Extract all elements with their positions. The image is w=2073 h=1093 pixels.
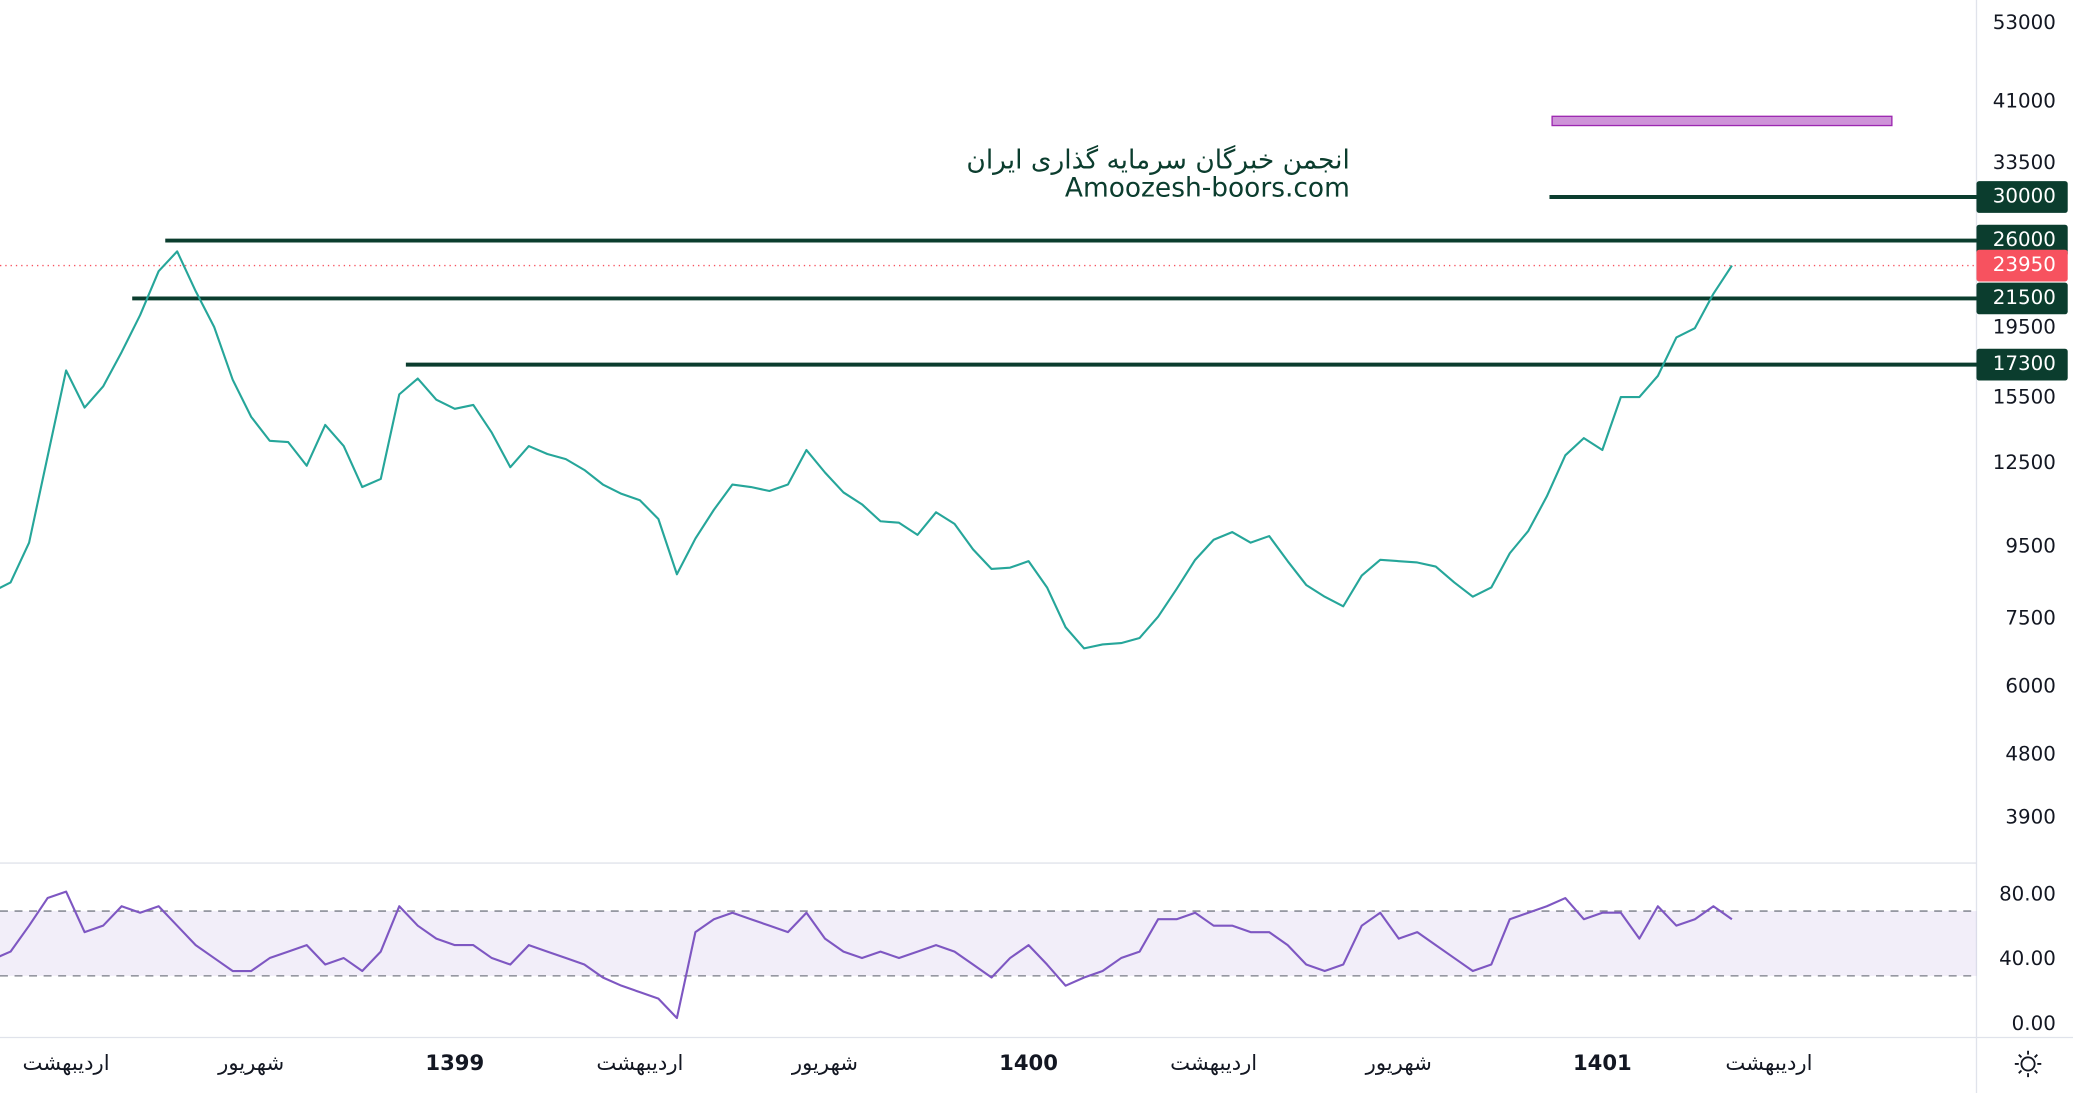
x-tick-label: 1399 xyxy=(425,1050,484,1075)
watermark-text: انجمن خبرگان سرمایه گذاری ایران xyxy=(966,145,1349,176)
watermark-text: Amoozesh-boors.com xyxy=(1065,172,1350,203)
x-tick-label: اردیبهشت xyxy=(23,1050,110,1075)
last-price-box xyxy=(1976,249,2068,282)
level-label: 17300 xyxy=(1993,352,2056,375)
y-tick-label: 53000 xyxy=(1993,11,2056,34)
level-label: 30000 xyxy=(1993,185,2056,208)
y-tick-label: 4800 xyxy=(2005,742,2055,765)
y-tick-label: 7500 xyxy=(2005,607,2055,630)
drawing-rectangle[interactable] xyxy=(1551,115,1893,127)
last-price-label: 23950 xyxy=(1993,253,2056,276)
level-label-box xyxy=(1976,282,2068,315)
level-label-box xyxy=(1976,348,2068,381)
x-tick-label: شهریور xyxy=(1365,1050,1432,1075)
x-tick-label: اردیبهشت xyxy=(1725,1050,1812,1075)
x-tick-label: شهریور xyxy=(217,1050,284,1075)
x-tick-label: اردیبهشت xyxy=(1170,1050,1257,1075)
price-line xyxy=(0,250,1733,650)
x-tick-label: اردیبهشت xyxy=(596,1050,683,1075)
level-label: 21500 xyxy=(1993,286,2056,309)
y-tick-label: 12500 xyxy=(1993,451,2056,474)
level-label: 26000 xyxy=(1993,228,2056,251)
x-tick-label: 1401 xyxy=(1573,1050,1632,1075)
rsi-line xyxy=(0,890,1733,1020)
y-tick-label: 9500 xyxy=(2005,535,2055,558)
y-tick-label: 19500 xyxy=(1993,316,2056,339)
y-tick-label: 33500 xyxy=(1993,151,2056,174)
rsi-tick-label: 40.00 xyxy=(1999,947,2056,970)
level-label-box xyxy=(1976,181,2068,213)
y-tick-label: 3900 xyxy=(2005,806,2055,829)
x-tick-label: شهریور xyxy=(791,1050,858,1075)
y-tick-label: 6000 xyxy=(2005,674,2055,697)
settings-icon[interactable] xyxy=(2014,1050,2042,1078)
rsi-tick-label: 80.00 xyxy=(1999,882,2056,905)
y-tick-label: 15500 xyxy=(1993,386,2056,409)
rsi-tick-label: 0.00 xyxy=(2012,1012,2056,1035)
rsi-band-fill xyxy=(0,911,1977,976)
level-label-box xyxy=(1976,224,2068,257)
y-tick-label: 41000 xyxy=(1993,89,2056,112)
x-tick-label: 1400 xyxy=(999,1050,1058,1075)
